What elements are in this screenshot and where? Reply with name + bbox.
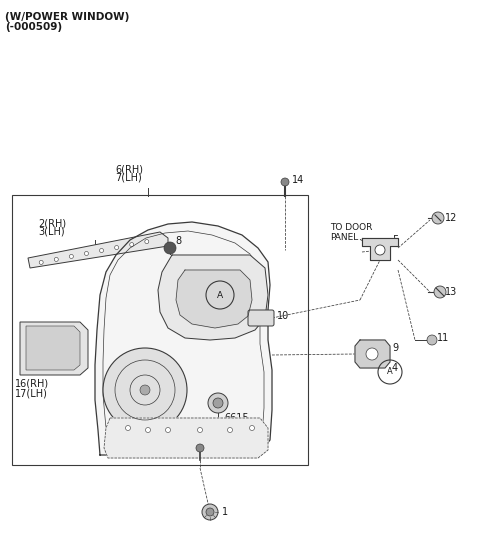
Circle shape — [208, 393, 228, 413]
Circle shape — [196, 444, 204, 452]
Text: 4: 4 — [392, 363, 398, 373]
Circle shape — [197, 427, 203, 432]
Circle shape — [164, 242, 176, 254]
Circle shape — [99, 248, 104, 252]
Polygon shape — [158, 255, 268, 340]
Polygon shape — [20, 322, 88, 375]
Circle shape — [250, 425, 254, 431]
Text: A: A — [387, 368, 393, 377]
Text: (-000509): (-000509) — [5, 22, 62, 32]
Text: TO DOOR: TO DOOR — [330, 224, 372, 232]
Circle shape — [115, 246, 119, 250]
Circle shape — [213, 398, 223, 408]
Circle shape — [432, 212, 444, 224]
Polygon shape — [104, 418, 268, 458]
Text: 14: 14 — [292, 175, 304, 185]
Circle shape — [145, 427, 151, 432]
Polygon shape — [95, 222, 272, 455]
Circle shape — [434, 286, 446, 298]
Circle shape — [145, 240, 149, 244]
Circle shape — [39, 260, 43, 265]
Text: 13: 13 — [445, 287, 457, 297]
Polygon shape — [362, 238, 398, 260]
Text: 6615: 6615 — [224, 413, 249, 423]
Text: A: A — [217, 291, 223, 300]
Circle shape — [427, 335, 437, 345]
Text: PANEL: PANEL — [330, 233, 358, 243]
Text: 3(LH): 3(LH) — [38, 227, 65, 237]
Text: 10: 10 — [277, 311, 289, 321]
Bar — [12, 195, 308, 465]
Text: 12: 12 — [445, 213, 457, 223]
Text: 9: 9 — [392, 343, 398, 353]
Circle shape — [366, 348, 378, 360]
Text: 8: 8 — [175, 236, 181, 246]
Circle shape — [54, 258, 58, 261]
Text: 15: 15 — [205, 443, 217, 453]
Text: 16(RH): 16(RH) — [15, 378, 49, 388]
Circle shape — [70, 254, 73, 259]
Polygon shape — [28, 232, 168, 268]
FancyBboxPatch shape — [248, 310, 274, 326]
Circle shape — [125, 425, 131, 431]
Text: 6(RH): 6(RH) — [115, 164, 143, 174]
Circle shape — [375, 245, 385, 255]
Circle shape — [228, 427, 232, 432]
Polygon shape — [355, 340, 390, 368]
Circle shape — [103, 348, 187, 432]
Circle shape — [130, 243, 134, 246]
Circle shape — [166, 427, 170, 432]
Text: 7(LH): 7(LH) — [115, 173, 142, 183]
Text: 1: 1 — [222, 507, 228, 517]
Polygon shape — [26, 326, 80, 370]
Circle shape — [140, 385, 150, 395]
Text: 17(LH): 17(LH) — [15, 388, 48, 398]
Circle shape — [206, 508, 214, 516]
Circle shape — [84, 252, 88, 255]
Text: (W/POWER WINDOW): (W/POWER WINDOW) — [5, 12, 130, 22]
Text: 2(RH): 2(RH) — [38, 218, 66, 228]
Polygon shape — [176, 270, 252, 328]
Text: 5: 5 — [392, 235, 398, 245]
Circle shape — [202, 504, 218, 520]
Circle shape — [281, 178, 289, 186]
Text: 11: 11 — [437, 333, 449, 343]
